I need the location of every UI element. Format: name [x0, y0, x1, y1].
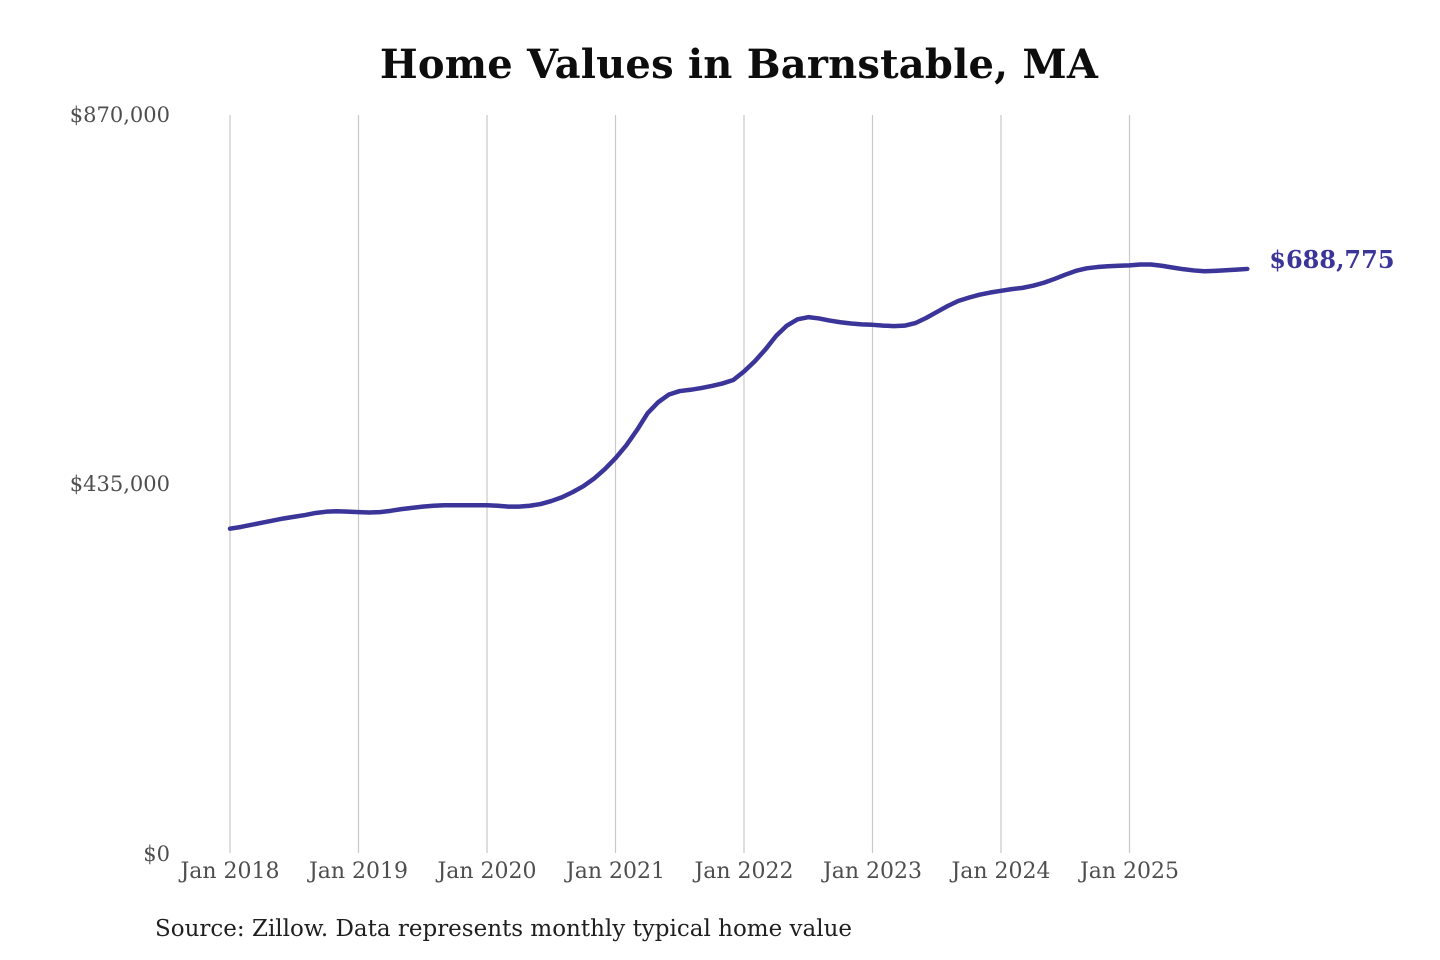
home-value-line: [227, 262, 1250, 531]
latest-value-label: $688,775: [1269, 244, 1395, 274]
y-tick-label-435000: $435,000: [69, 472, 170, 496]
y-tick-label-0: $0: [143, 842, 170, 866]
source-note: Source: Zillow. Data represents monthly …: [155, 916, 853, 942]
chart-title: Home Values in Barnstable, MA: [379, 41, 1099, 88]
y-tick-label-870000: $870,000: [69, 103, 170, 127]
